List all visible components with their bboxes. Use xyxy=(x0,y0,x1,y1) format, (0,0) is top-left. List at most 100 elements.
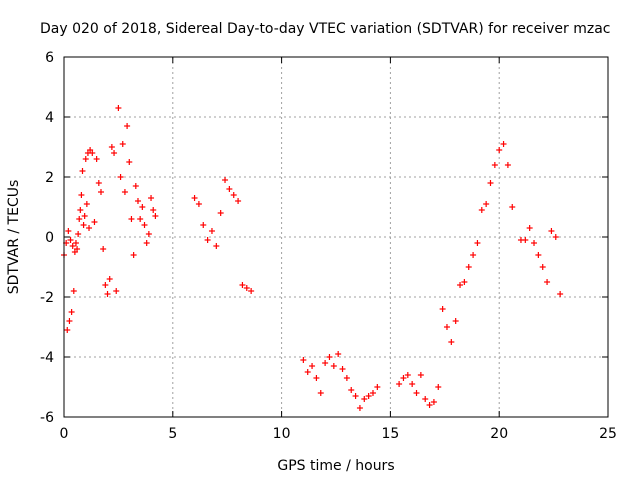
data-point xyxy=(217,210,224,216)
data-point xyxy=(396,381,403,387)
data-point xyxy=(117,174,124,180)
data-point xyxy=(83,201,90,207)
data-point xyxy=(80,222,87,228)
data-point xyxy=(106,276,113,282)
data-point xyxy=(97,189,104,195)
data-point xyxy=(152,213,159,219)
y-tick-label: 6 xyxy=(45,50,54,66)
data-point xyxy=(474,240,481,246)
data-point xyxy=(64,327,71,333)
data-point xyxy=(230,192,237,198)
data-point xyxy=(335,351,342,357)
data-point xyxy=(150,207,157,213)
data-point xyxy=(452,318,459,324)
data-point xyxy=(535,252,542,258)
data-point xyxy=(66,318,73,324)
x-tick-label: 10 xyxy=(273,426,291,442)
data-point xyxy=(119,141,126,147)
y-tick-label: 2 xyxy=(45,170,54,186)
data-point xyxy=(404,372,411,378)
axis-ticks: 0 5 10 15 20 25 -6 -4 -2 0 2 4 6 xyxy=(40,50,617,442)
y-tick-label: -6 xyxy=(40,410,54,426)
y-tick-label: -4 xyxy=(40,350,54,366)
data-point xyxy=(128,216,135,222)
data-point xyxy=(213,243,220,249)
data-point xyxy=(115,105,122,111)
data-point xyxy=(326,354,333,360)
data-point xyxy=(313,375,320,381)
data-point xyxy=(239,282,246,288)
data-point xyxy=(132,183,139,189)
data-point xyxy=(465,264,472,270)
data-point xyxy=(487,180,494,186)
data-point xyxy=(422,396,429,402)
data-point xyxy=(448,339,455,345)
data-point xyxy=(322,360,329,366)
data-point xyxy=(91,219,98,225)
data-point xyxy=(443,324,450,330)
data-points xyxy=(61,105,564,411)
data-point xyxy=(93,156,100,162)
data-point xyxy=(126,159,133,165)
data-point xyxy=(139,204,146,210)
data-point xyxy=(76,216,83,222)
data-point xyxy=(81,213,88,219)
x-tick-label: 25 xyxy=(599,426,617,442)
data-point xyxy=(304,369,311,375)
data-point xyxy=(400,375,407,381)
data-point xyxy=(552,234,559,240)
data-point xyxy=(330,363,337,369)
data-point xyxy=(491,162,498,168)
data-point xyxy=(243,285,250,291)
data-point xyxy=(457,282,464,288)
data-point xyxy=(470,252,477,258)
y-tick-label: -2 xyxy=(40,290,54,306)
data-point xyxy=(300,357,307,363)
data-point xyxy=(134,198,141,204)
data-point xyxy=(113,288,120,294)
data-point xyxy=(82,156,89,162)
data-point xyxy=(143,240,150,246)
data-point xyxy=(191,195,198,201)
data-point xyxy=(95,180,102,186)
data-point xyxy=(121,189,128,195)
data-point xyxy=(483,201,490,207)
data-point xyxy=(111,150,118,156)
data-point xyxy=(208,228,215,234)
data-point xyxy=(309,363,316,369)
data-point xyxy=(79,168,86,174)
data-point xyxy=(413,390,420,396)
data-point xyxy=(77,207,84,213)
data-point xyxy=(509,204,516,210)
data-point xyxy=(365,393,372,399)
data-point xyxy=(374,384,381,390)
y-axis-label: SDTVAR / TECUs xyxy=(6,180,22,295)
data-point xyxy=(68,309,75,315)
data-point xyxy=(339,366,346,372)
data-point xyxy=(361,396,368,402)
data-point xyxy=(500,141,507,147)
data-point xyxy=(130,252,137,258)
data-point xyxy=(435,384,442,390)
data-point xyxy=(522,237,529,243)
data-point xyxy=(200,222,207,228)
data-point xyxy=(137,216,144,222)
data-point xyxy=(222,177,229,183)
data-point xyxy=(356,405,363,411)
data-point xyxy=(544,279,551,285)
data-point xyxy=(78,192,85,198)
data-point xyxy=(75,231,82,237)
x-tick-label: 20 xyxy=(490,426,508,442)
x-axis-label: GPS time / hours xyxy=(277,458,394,474)
data-point xyxy=(317,390,324,396)
data-point xyxy=(496,147,503,153)
data-point xyxy=(348,387,355,393)
data-point xyxy=(417,372,424,378)
data-point xyxy=(548,228,555,234)
data-point xyxy=(124,123,131,129)
data-point xyxy=(504,162,511,168)
plot-frame xyxy=(63,56,609,418)
data-point xyxy=(104,291,111,297)
data-point xyxy=(226,186,233,192)
